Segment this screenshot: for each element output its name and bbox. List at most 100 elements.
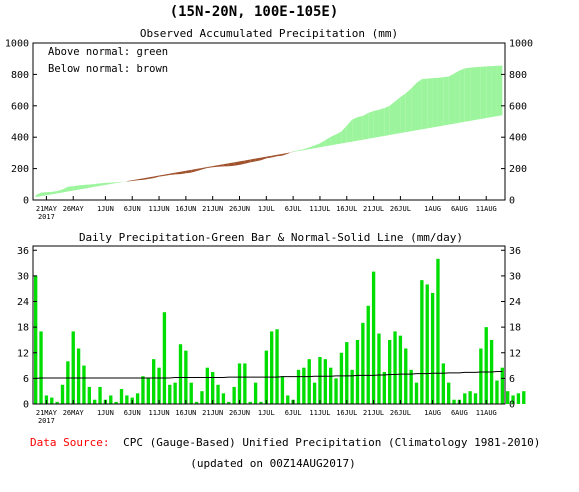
data-source-label: Data Source: [30,436,109,449]
daily-xtick-label: 11JUL [309,409,330,417]
daily-bar [237,363,242,404]
daily-bar [114,401,118,404]
daily-bar [355,339,360,404]
accumulated-diff-segment [287,151,294,154]
daily-bar [447,382,451,404]
daily-bar [87,386,91,404]
daily-bar [205,367,209,404]
accumulated-ytick-label-right: 200 [509,164,527,175]
daily-ytick-label-right: 24 [509,297,521,308]
accumulated-diff-segment [459,68,465,123]
accumulated-diff-segment [244,159,251,164]
daily-xtick-label: 21JUL [363,409,384,417]
accumulated-diff-segment [35,192,42,198]
daily-bar [146,378,150,404]
daily-bar [232,386,236,404]
accumulated-diff-segment [411,83,417,132]
accumulated-diff-segment [319,140,326,148]
daily-ytick-label-left: 18 [17,323,29,334]
accumulated-diff-segment [89,183,95,188]
accumulated-xtick-label: 11JUN [149,205,170,213]
accumulated-diff-segment [83,184,90,189]
daily-bar [93,399,97,404]
accumulated-xtick-label: 11JUL [309,205,330,213]
daily-bar [200,391,204,404]
accumulated-diff-segment [378,108,385,137]
daily-bar [473,393,478,404]
daily-bar [334,378,338,404]
daily-bar [76,348,81,404]
accumulated-xtick-label: 26MAY [63,205,85,213]
accumulated-diff-segment [352,117,358,142]
daily-bar [307,359,311,404]
accumulated-xtick-label: 6JUN [124,205,141,213]
daily-bar [168,384,172,404]
accumulated-diff-segment [51,191,58,195]
daily-bar [141,376,145,404]
accumulated-xtick-label: 26JUL [390,205,411,213]
accumulated-diff-segment [427,78,433,129]
daily-bar [34,275,38,404]
daily-bar [511,395,515,404]
accumulated-xtick-label: 6AUG [451,205,468,213]
daily-bar [506,391,510,404]
accumulated-diff-segment [496,65,503,117]
daily-bar [39,331,43,404]
daily-xtick-label: 1AUG [424,409,441,417]
accumulated-ytick-label-left: 200 [11,164,29,175]
accumulated-diff-segment [325,136,331,147]
daily-bar [339,352,344,404]
accumulated-diff-segment [41,192,47,197]
accumulated-diff-segment [148,176,154,179]
accumulated-xtick-label: 11AUG [476,205,497,213]
accumulated-diff-segment [314,143,320,149]
accumulated-diff-segment [309,145,315,150]
accumulated-ytick-label-right: 400 [509,133,527,144]
daily-bar [382,371,386,404]
daily-bar [55,401,59,404]
daily-ytick-label-right: 6 [509,374,515,385]
daily-bar [425,284,429,404]
accumulated-xtick-label: 21MAY [36,205,58,213]
daily-xtick-label: 11JUN [149,409,170,417]
accumulated-diff-segment [416,79,422,131]
daily-bar [323,359,327,404]
daily-xtick-label: 1JUN [97,409,114,417]
daily-bar [211,371,215,404]
daily-bar [312,382,317,404]
accumulated-xtick-label: 1AUG [424,205,441,213]
daily-xtick-label: 11AUG [476,409,497,417]
accumulated-diff-segment [448,73,455,125]
daily-bar [109,395,113,404]
accumulated-diff-segment [271,154,278,158]
accumulated-diff-segment [142,177,149,180]
daily-precipitation-panel: Daily Precipitation-Green Bar & Normal-S… [17,231,526,425]
accumulated-diff-segment [191,168,197,173]
accumulated-diff-segment [121,181,127,183]
accumulated-diff-segment [454,70,460,124]
accumulated-xtick-label: 21JUN [202,205,223,213]
daily-bar [44,395,49,404]
daily-ytick-label-right: 18 [509,323,521,334]
accumulated-diff-segment [260,156,267,161]
daily-ytick-label-right: 30 [509,271,521,282]
accumulated-diff-segment [132,179,138,181]
daily-bar [221,393,226,404]
accumulated-diff-segment [362,113,369,140]
daily-bar [436,258,440,404]
accumulated-diff-segment [400,93,406,134]
accumulated-diff-segment [196,167,202,172]
daily-xtick-label: 6JUL [285,409,302,417]
accumulated-diff-segment [282,152,288,156]
accumulated-diff-segment [336,131,342,145]
daily-bar [371,271,376,404]
daily-bar [420,280,424,404]
daily-bar [452,399,456,404]
daily-bar [522,391,526,404]
accumulated-diff-segment [201,167,208,170]
accumulated-frame [32,42,506,201]
accumulated-diff-segment [94,183,101,187]
daily-xtick-label: 26MAY [63,409,85,417]
accumulated-diff-segment [185,169,192,174]
